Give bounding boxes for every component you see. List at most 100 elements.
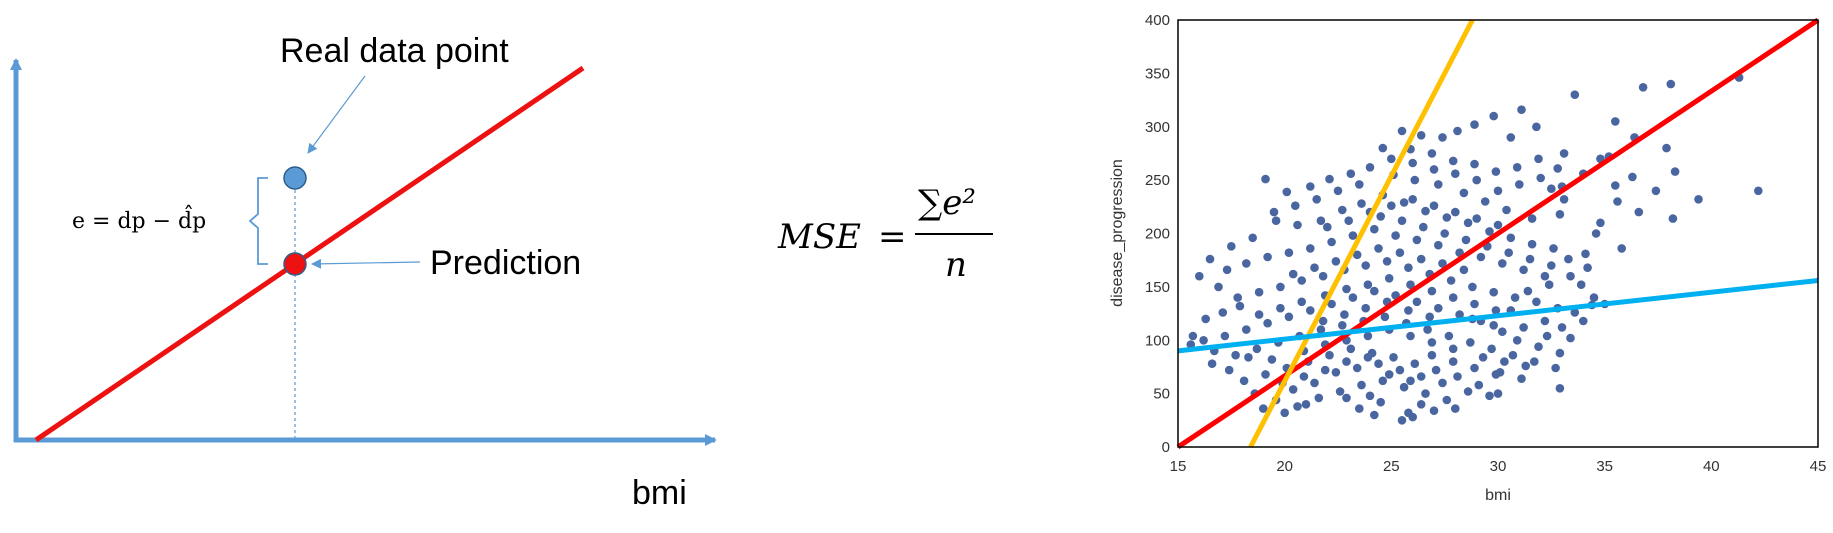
data-point xyxy=(1489,321,1498,330)
data-point xyxy=(1338,321,1347,330)
data-point xyxy=(1378,143,1388,153)
data-point xyxy=(1348,231,1358,240)
data-point xyxy=(1297,276,1306,285)
x-tick-label: 15 xyxy=(1170,458,1187,475)
data-point xyxy=(1299,372,1309,381)
data-point xyxy=(1470,159,1479,169)
data-point xyxy=(1327,237,1336,247)
data-point xyxy=(1448,156,1458,166)
data-point xyxy=(1242,259,1251,268)
data-point xyxy=(1261,174,1270,184)
data-point xyxy=(1498,259,1507,268)
x-tick-label: 35 xyxy=(1596,458,1613,475)
data-point xyxy=(1542,331,1552,341)
data-point xyxy=(1412,235,1422,245)
data-point xyxy=(1451,169,1460,178)
data-point xyxy=(1487,344,1496,354)
data-point xyxy=(1532,122,1541,132)
data-point xyxy=(1370,224,1379,234)
data-point xyxy=(1346,344,1356,354)
data-point xyxy=(1408,158,1417,168)
data-point xyxy=(1617,244,1626,253)
data-point xyxy=(1519,323,1528,332)
data-point xyxy=(1442,213,1452,222)
data-point xyxy=(1448,344,1458,354)
data-point xyxy=(1361,261,1370,270)
x-ticks-layer: 15 20 25 30 35 40 45 xyxy=(1170,458,1827,475)
data-point xyxy=(1406,376,1415,386)
fit-line xyxy=(1177,278,1819,354)
data-point xyxy=(1244,353,1253,362)
data-point xyxy=(1694,195,1703,204)
chart-x-axis-label: bmi xyxy=(1485,487,1511,504)
fit-line xyxy=(1248,18,1475,449)
data-point xyxy=(1523,286,1533,296)
y-tick-label: 150 xyxy=(1145,279,1170,296)
x-tick-label: 40 xyxy=(1703,458,1720,475)
data-point xyxy=(1342,393,1351,403)
data-point xyxy=(1476,252,1486,262)
data-point xyxy=(1485,391,1494,401)
data-point xyxy=(1331,368,1341,377)
data-point xyxy=(1470,299,1479,309)
data-point xyxy=(1559,149,1569,158)
data-point xyxy=(1527,214,1537,223)
data-point xyxy=(1340,310,1349,319)
data-point xyxy=(1384,370,1394,379)
y-tick-label: 0 xyxy=(1162,439,1170,456)
data-point xyxy=(1301,400,1311,409)
data-point xyxy=(1581,249,1590,259)
data-point xyxy=(1579,316,1588,326)
data-point xyxy=(1361,303,1370,313)
data-point xyxy=(1338,205,1347,215)
data-point xyxy=(1363,280,1373,290)
data-point xyxy=(1355,404,1364,413)
data-point xyxy=(1489,287,1498,297)
data-point xyxy=(1534,154,1543,164)
data-point xyxy=(1346,169,1356,178)
data-point xyxy=(1242,325,1251,334)
data-point xyxy=(1498,327,1507,337)
data-point xyxy=(1512,163,1522,172)
data-point xyxy=(1370,410,1379,420)
data-point xyxy=(1410,359,1420,369)
data-point xyxy=(1325,174,1334,184)
x-tick-label: 20 xyxy=(1276,458,1293,475)
data-point xyxy=(1312,195,1321,204)
data-point xyxy=(1357,380,1366,390)
prediction-pointer xyxy=(311,258,421,269)
data-point xyxy=(1555,384,1565,393)
y-tick-label: 350 xyxy=(1145,65,1170,82)
data-point xyxy=(1493,389,1503,398)
data-point xyxy=(1248,233,1257,243)
data-point xyxy=(1434,240,1443,250)
x-tick-label: 45 xyxy=(1810,458,1827,475)
data-point xyxy=(1421,389,1430,398)
data-point xyxy=(1461,235,1471,245)
data-point xyxy=(1427,149,1437,158)
data-point xyxy=(1429,406,1439,416)
data-point xyxy=(1491,306,1501,315)
data-point xyxy=(1459,265,1469,275)
data-point xyxy=(1491,167,1501,176)
data-point xyxy=(1284,312,1294,322)
x-tick-label: 25 xyxy=(1383,458,1400,475)
data-point xyxy=(1463,387,1473,396)
data-point xyxy=(1331,257,1341,266)
data-point xyxy=(1357,199,1366,208)
left-diagram: Real data point Prediction bmi e = dp − … xyxy=(10,32,717,512)
data-point xyxy=(1451,207,1460,217)
data-point xyxy=(1222,265,1232,275)
data-point xyxy=(1534,342,1543,352)
data-point xyxy=(1280,408,1289,418)
data-point xyxy=(1363,353,1373,362)
data-point xyxy=(1397,416,1407,425)
data-point xyxy=(1611,181,1620,190)
data-point xyxy=(1261,370,1270,379)
data-point xyxy=(1318,271,1328,281)
data-point xyxy=(1320,365,1330,375)
data-point xyxy=(1239,376,1249,386)
data-point xyxy=(1455,310,1464,319)
data-point xyxy=(1564,254,1573,264)
data-point xyxy=(1504,248,1513,257)
